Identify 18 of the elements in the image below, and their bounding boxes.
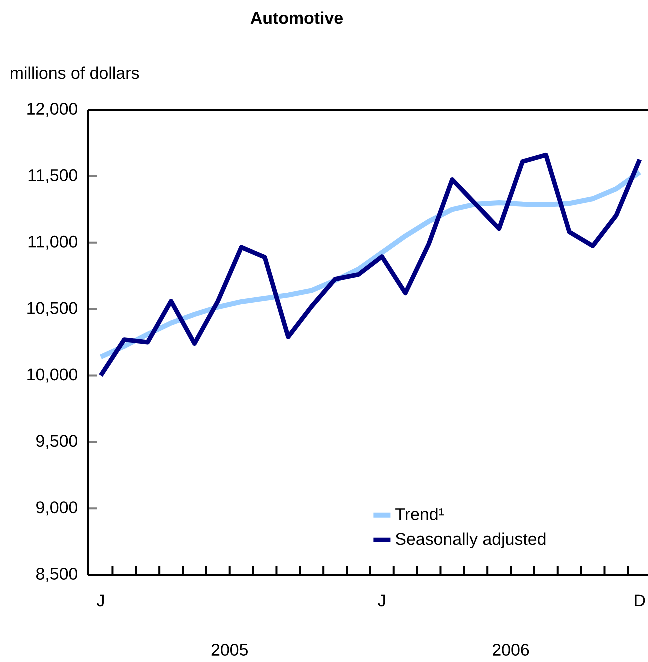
- text: 2006: [493, 644, 530, 656]
- y-tick-label: 11,500: [28, 169, 78, 184]
- x-tick-label: J: [97, 594, 104, 607]
- y-tick-label: 10,500: [28, 302, 78, 316]
- legend-label: Trend¹: [396, 508, 444, 520]
- line-series: [98, 152, 642, 378]
- y-tick-label: 9,000: [36, 502, 78, 516]
- text: 2005: [212, 644, 248, 656]
- legend-label: Seasonally adjusted: [396, 532, 546, 549]
- y-tick-label: 8,500: [36, 568, 78, 582]
- y-tick-label: 11,000: [28, 236, 78, 250]
- x-tick-label: D: [635, 594, 646, 606]
- y-tick-label: 9,500: [36, 435, 78, 450]
- y-tick-label: 12,000: [28, 102, 78, 117]
- x-tick-label: J: [378, 594, 386, 607]
- y-axis-title: millions of dollars: [10, 66, 140, 80]
- chart-title: Automotive: [250, 12, 343, 24]
- y-tick-label: 10,000: [28, 368, 78, 383]
